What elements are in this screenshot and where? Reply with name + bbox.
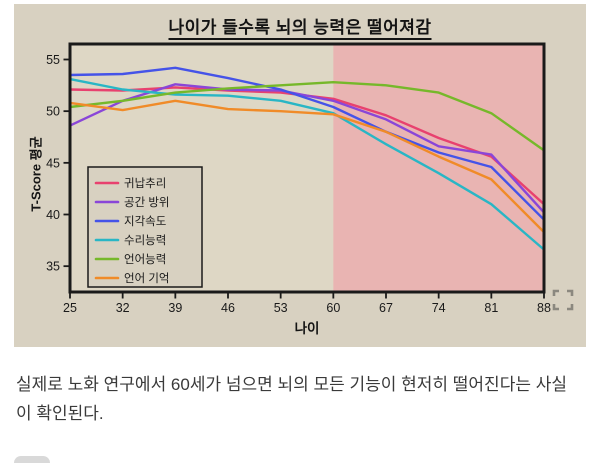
y-tick-label: 35 bbox=[46, 260, 60, 274]
x-axis-label: 나이 bbox=[294, 321, 320, 336]
series-line bbox=[68, 77, 546, 251]
legend-label: 언어능력 bbox=[124, 253, 166, 266]
legend-label: 귀납추리 bbox=[124, 177, 166, 190]
y-tick-label: 50 bbox=[46, 105, 60, 119]
x-tick-label: 60 bbox=[326, 301, 340, 315]
fullscreen-icon[interactable] bbox=[550, 287, 576, 313]
series-line bbox=[68, 99, 546, 234]
legend-label: 공간 방위 bbox=[124, 196, 170, 209]
x-tick-label: 81 bbox=[484, 301, 498, 315]
fullscreen-icon-glyph bbox=[552, 289, 574, 311]
highlight-region-after-60 bbox=[333, 44, 544, 292]
x-tick-label: 39 bbox=[168, 301, 182, 315]
x-tick-label: 32 bbox=[116, 301, 130, 315]
x-tick-label: 53 bbox=[274, 301, 288, 315]
legend-label: 지각속도 bbox=[124, 215, 166, 228]
legend-label: 수리능력 bbox=[124, 234, 166, 247]
chart-title: 나이가 들수록 뇌의 능력은 떨어져감 bbox=[168, 18, 432, 37]
legend-label: 언어 기억 bbox=[124, 272, 170, 285]
x-tick-label: 46 bbox=[221, 301, 235, 315]
cropped-bottom-element bbox=[14, 456, 50, 463]
y-axis-label: T-Score 평균 bbox=[28, 136, 44, 212]
y-tick-label: 45 bbox=[46, 156, 60, 170]
y-tick-label: 40 bbox=[46, 208, 60, 222]
x-tick-label: 74 bbox=[432, 301, 446, 315]
series-line bbox=[68, 66, 546, 221]
caption-text: 실제로 노화 연구에서 60세가 넘으면 뇌의 모든 기능이 현저히 떨어진다는… bbox=[16, 375, 567, 423]
y-tick-label: 55 bbox=[46, 53, 60, 67]
plot-border bbox=[68, 42, 546, 294]
x-tick-label: 67 bbox=[379, 301, 393, 315]
series-line bbox=[68, 80, 546, 152]
x-tick-label: 25 bbox=[63, 301, 77, 315]
x-tick-label: 88 bbox=[537, 301, 551, 315]
legend-box bbox=[87, 166, 203, 288]
